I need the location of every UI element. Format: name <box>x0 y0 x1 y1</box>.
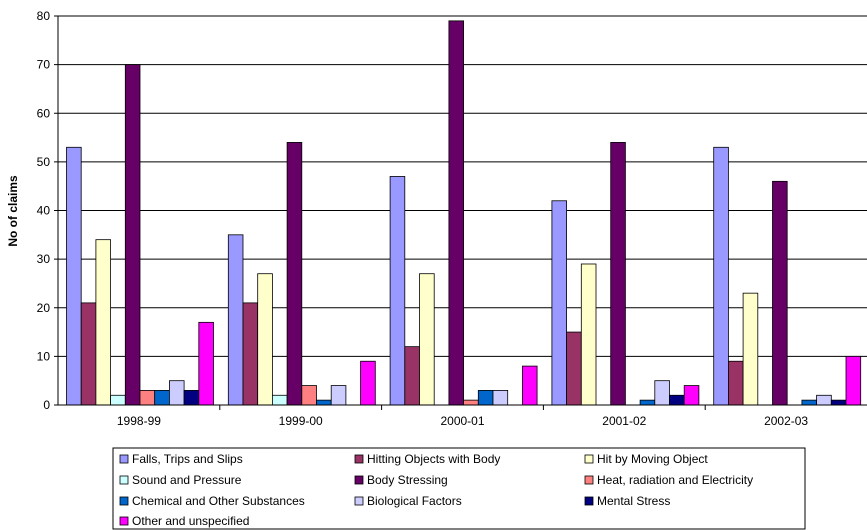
tick-labels: 0 10 20 30 40 50 60 70 80 1998-99 1999-00 2000-01 20… <box>37 9 809 428</box>
legend-swatch <box>119 454 129 464</box>
bar <box>448 20 464 406</box>
legend-entry: Biological Factors <box>367 494 462 508</box>
legend-swatch <box>119 496 129 506</box>
x-tick-label: 2001-02 <box>602 414 646 428</box>
legend-swatch <box>584 496 594 506</box>
bar <box>404 346 420 406</box>
x-tick-label: 1998-99 <box>117 414 161 428</box>
legend-entry: Chemical and Other Substances <box>132 494 305 508</box>
bar <box>566 331 582 406</box>
bar <box>154 390 170 406</box>
bar <box>669 394 685 406</box>
legend-swatch <box>354 475 364 485</box>
legend-entry: Falls, Trips and Slips <box>132 452 243 466</box>
x-tick-label: 2000-01 <box>440 414 484 428</box>
bar <box>80 302 97 406</box>
y-tick-label: 70 <box>37 58 51 72</box>
legend-entry: Mental Stress <box>597 494 670 508</box>
bar <box>683 385 700 406</box>
y-tick-label: 0 <box>43 398 50 412</box>
bar <box>95 239 112 406</box>
bar <box>492 390 509 406</box>
bar <box>419 273 435 406</box>
bar <box>198 321 214 406</box>
bar <box>360 360 376 406</box>
x-tick-label: 1999-00 <box>279 414 323 428</box>
bar <box>316 399 332 406</box>
bar <box>463 399 479 406</box>
bar <box>257 273 273 406</box>
legend-entry: Hit by Moving Object <box>597 452 708 466</box>
legend-entry: Sound and Pressure <box>132 473 242 487</box>
y-tick-label: 30 <box>37 252 51 266</box>
bar <box>110 394 126 406</box>
bar <box>522 365 538 406</box>
legend-swatch <box>354 454 364 464</box>
bar <box>816 394 832 406</box>
legend-swatch <box>584 454 594 464</box>
legend: Falls, Trips and Slips Hitting Objects wi… <box>112 447 806 530</box>
bar <box>477 390 494 406</box>
bar <box>168 380 185 406</box>
bars <box>66 20 862 406</box>
bar <box>183 390 200 406</box>
bar <box>242 302 259 406</box>
bar <box>124 64 141 406</box>
y-tick-label: 10 <box>37 349 51 363</box>
bar <box>389 176 406 406</box>
legend-swatch <box>119 475 129 485</box>
bar <box>551 200 568 406</box>
bar <box>330 385 347 406</box>
x-tick-label: 2002-03 <box>764 414 808 428</box>
bar <box>227 234 244 406</box>
y-tick-label: 80 <box>37 9 51 23</box>
legend-entry: Other and unspecified <box>132 514 249 528</box>
bar <box>580 263 597 406</box>
legend-entry: Hitting Objects with Body <box>367 452 500 466</box>
legend-entry: Body Stressing <box>367 473 448 487</box>
legend-swatch <box>354 496 364 506</box>
y-tick-label: 40 <box>37 204 51 218</box>
bar <box>845 355 862 406</box>
bar <box>610 142 626 406</box>
bar <box>139 390 156 406</box>
y-tick-label: 20 <box>37 301 51 315</box>
legend-box <box>112 447 806 530</box>
y-axis-title: No of claims <box>6 175 20 247</box>
bar <box>728 360 744 406</box>
axes <box>54 15 867 410</box>
bar <box>742 292 759 406</box>
bar <box>301 385 317 406</box>
bar <box>66 146 82 406</box>
bar <box>271 394 288 406</box>
y-tick-label: 50 <box>37 155 51 169</box>
bar <box>639 399 656 406</box>
legend-swatch <box>119 516 129 526</box>
bar <box>713 146 729 406</box>
legend-entry: Heat, radiation and Electricity <box>597 473 753 487</box>
y-tick-label: 60 <box>37 106 51 120</box>
bar <box>286 142 303 406</box>
bar <box>801 399 818 406</box>
legend-swatch <box>584 475 594 485</box>
bar <box>654 380 670 406</box>
bar <box>772 180 788 406</box>
bar <box>830 399 847 406</box>
